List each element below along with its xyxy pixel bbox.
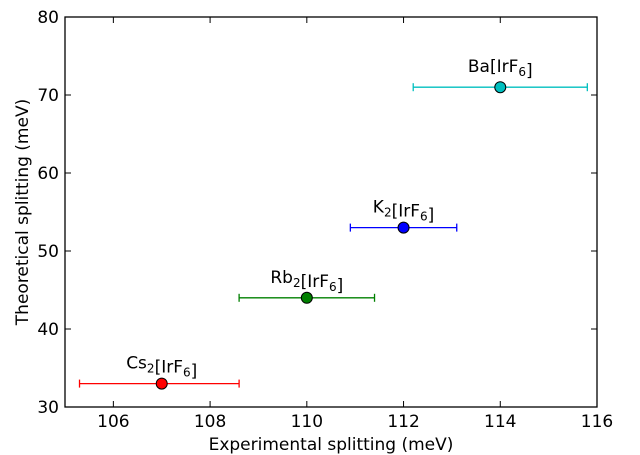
x-tick-label: 116	[581, 412, 613, 432]
data-point-group: Cs2[IrF6]	[78, 354, 240, 390]
axis-ticks: 106 108 110 112 114 116 30 40 50 60 70 80	[37, 8, 613, 432]
data-point-group: Ba[IrF6]	[412, 57, 588, 94]
plot-frame	[64, 16, 598, 408]
x-axis-title: Experimental splitting (meV)	[209, 435, 454, 455]
data-points: Cs2[IrF6]Rb2[IrF6]K2[IrF6]Ba[IrF6]	[78, 57, 588, 390]
point-label-text: [IrF	[301, 272, 329, 292]
y-tick-label: 40	[37, 320, 59, 340]
y-tick-label: 30	[37, 398, 59, 418]
point-label-text: ]	[337, 276, 344, 296]
point-label-text: [IrF	[155, 358, 183, 378]
data-point	[397, 221, 410, 234]
point-label-subscript: 6	[518, 65, 526, 79]
y-tick-label: 70	[37, 86, 59, 106]
point-label: K2[IrF6]	[373, 198, 435, 226]
data-point	[494, 81, 507, 94]
point-label-text: [IrF	[392, 202, 420, 222]
data-point-group: K2[IrF6]	[349, 198, 458, 234]
point-label-text: Ba[IrF	[468, 57, 519, 77]
y-tick-label: 50	[37, 242, 59, 262]
y-tick-label: 80	[37, 8, 59, 28]
point-label-subscript: 2	[147, 362, 155, 376]
point-label-subscript: 6	[183, 366, 191, 380]
point-label-subscript: 2	[293, 276, 301, 290]
point-label: Cs2[IrF6]	[126, 354, 197, 382]
x-tick-label: 114	[484, 412, 516, 432]
point-label-text: Rb	[270, 268, 293, 288]
x-tick-label: 108	[194, 412, 226, 432]
y-axis-title: Theoretical splitting (meV)	[13, 99, 33, 326]
point-label-subscript: 6	[420, 210, 428, 224]
point-label: Ba[IrF6]	[468, 57, 533, 81]
data-point	[300, 291, 313, 304]
data-point-group: Rb2[IrF6]	[238, 268, 376, 304]
point-label-text: ]	[428, 206, 435, 226]
point-label-text: ]	[191, 362, 198, 382]
point-label-subscript: 2	[384, 206, 392, 220]
data-point	[155, 377, 168, 390]
y-tick-label: 60	[37, 164, 59, 184]
point-label-text: ]	[526, 61, 533, 81]
x-tick-label: 106	[97, 412, 129, 432]
point-label-text: Cs	[126, 354, 147, 374]
x-tick-label: 110	[291, 412, 323, 432]
point-label-text: K	[373, 198, 385, 218]
point-label-subscript: 6	[329, 280, 337, 294]
x-tick-label: 112	[387, 412, 419, 432]
point-label: Rb2[IrF6]	[270, 268, 343, 296]
